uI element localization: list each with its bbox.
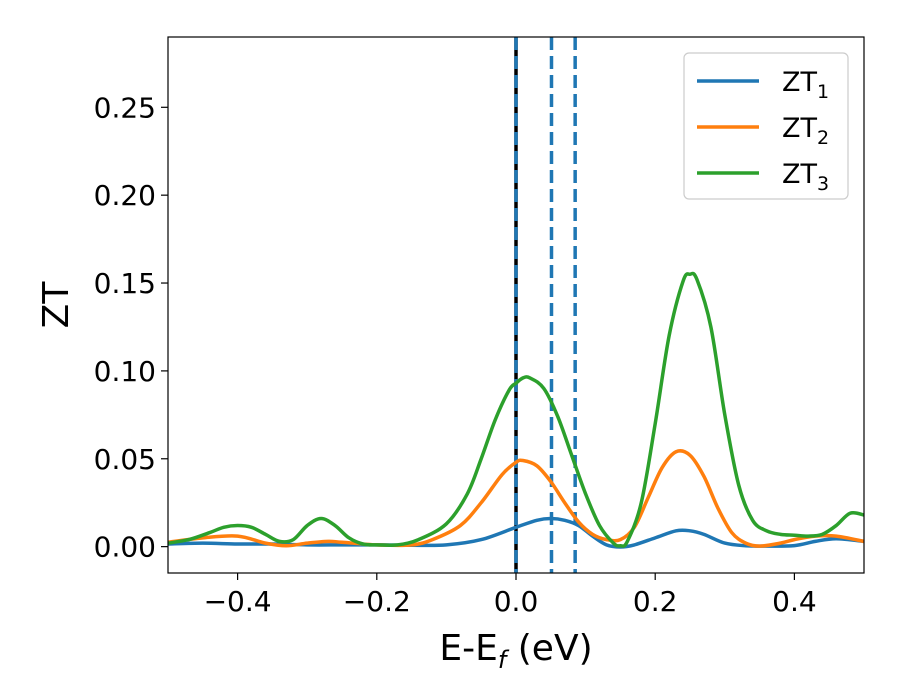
legend-label-zt3: ZT3: [782, 159, 829, 195]
legend-label-zt1: ZT1: [782, 67, 829, 103]
series-line-zt2: [168, 449, 864, 548]
x-tick-label: 0.2: [633, 585, 678, 618]
x-axis-ticks: −0.4 −0.2 0.0 0.2 0.4: [204, 573, 817, 618]
y-axis-ticks: 0.00 0.05 0.10 0.15 0.20 0.25: [94, 91, 168, 564]
x-tick-label: −0.2: [343, 585, 411, 618]
x-axis-label-main: E-E: [439, 628, 497, 669]
x-axis-label: E-Ef (eV): [439, 628, 592, 674]
series-layer: [168, 271, 864, 549]
y-tick-label: 0.15: [94, 267, 156, 300]
legend-label-zt2: ZT2: [782, 113, 829, 149]
x-tick-label: 0.4: [772, 585, 817, 618]
x-tick-label: 0.0: [494, 585, 539, 618]
y-tick-label: 0.20: [94, 179, 156, 212]
x-axis-label-unit: (eV): [506, 628, 592, 669]
x-tick-label: −0.4: [204, 585, 272, 618]
legend: ZT1 ZT2 ZT3: [683, 52, 849, 200]
legend-box: [683, 52, 849, 200]
y-axis-label: ZT: [36, 281, 77, 329]
y-tick-label: 0.10: [94, 355, 156, 388]
y-tick-label: 0.25: [94, 91, 156, 124]
y-tick-label: 0.00: [94, 531, 156, 564]
y-tick-label: 0.05: [94, 443, 156, 476]
series-line-zt3: [168, 271, 864, 548]
